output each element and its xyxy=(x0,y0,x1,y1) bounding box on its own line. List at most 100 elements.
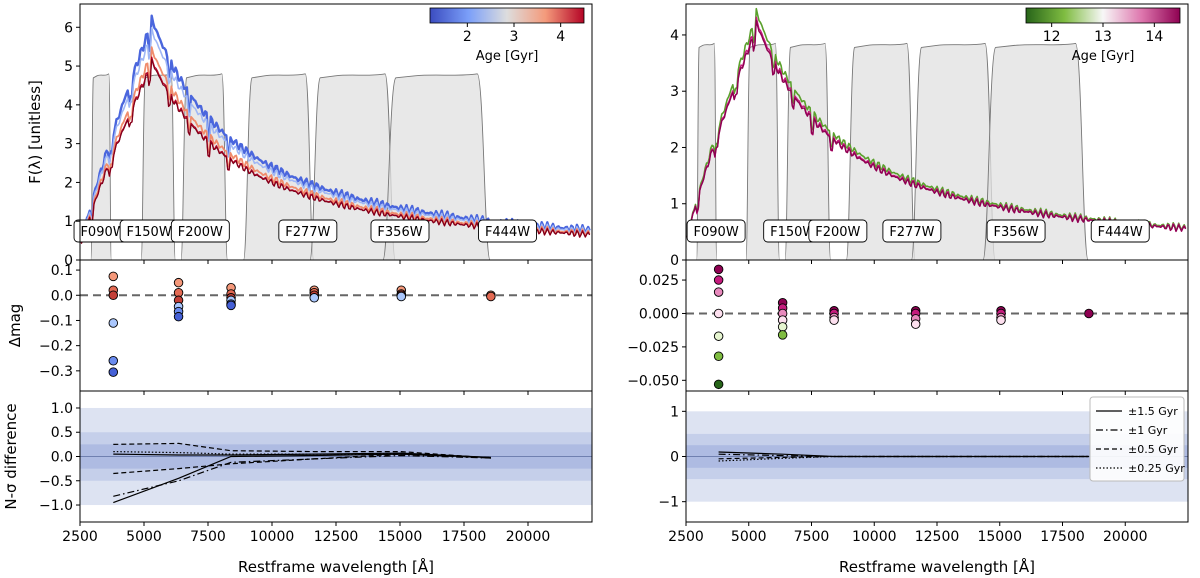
filter-curve-f444w xyxy=(982,42,1089,261)
nsigma-line-solid xyxy=(113,453,491,504)
left-mid-ytick-label: 0.0 xyxy=(51,288,73,304)
left-bot-ytick-label: 1.0 xyxy=(51,401,73,417)
filter-label-box xyxy=(1090,219,1150,243)
colorbar-tick-label: 12 xyxy=(1043,29,1061,45)
delta-mag-point xyxy=(309,293,319,303)
legend-label: ±1.5 Gyr xyxy=(1128,405,1178,418)
nsigma-line-dotted xyxy=(718,455,1089,462)
right-bot-ytick-label: −1 xyxy=(658,495,679,511)
delta-mag-point xyxy=(108,318,119,328)
filter-label: F277W xyxy=(889,225,934,240)
right-mid-ytick-label: 0.000 xyxy=(639,306,679,322)
filter-label-box xyxy=(808,219,868,243)
filter-label-box xyxy=(686,219,746,243)
left-top-ytick-label: 4 xyxy=(64,98,73,114)
bot-ylabel: N-σ difference xyxy=(2,403,20,509)
delta-mag-point xyxy=(713,351,724,361)
left-top-ytick-label: 3 xyxy=(64,137,73,153)
colorbar-tick-label: 14 xyxy=(1145,29,1163,45)
left-column: F090W F150W F200W F277W F356W F444W 0 1 2 3 4 5 6 F(λ… xyxy=(2,3,593,576)
filter-curve-f090w xyxy=(90,73,112,261)
filter-curve-f277w xyxy=(845,42,916,261)
filter-label-box xyxy=(478,219,537,243)
top-ylabel: F(λ) [unitless] xyxy=(26,80,44,184)
delta-mag-point xyxy=(996,315,1006,325)
right-mid-ytick-label: −0.025 xyxy=(627,340,679,356)
delta-mag-point xyxy=(226,300,236,311)
filter-label: F356W xyxy=(377,225,422,240)
colorbar-label: Age [Gyr] xyxy=(476,49,539,64)
left-bot-ytick-label: −1.0 xyxy=(39,498,73,514)
delta-mag-point xyxy=(1084,308,1094,319)
colorbar-tick-label: 13 xyxy=(1094,29,1112,45)
right-mid-ytick-label: 0.025 xyxy=(639,273,679,289)
right-top-ytick-label: 2 xyxy=(670,140,679,156)
right-top-ytick-label: 1 xyxy=(670,197,679,213)
left-top-ytick-label: 0 xyxy=(64,253,73,269)
filter-label: F200W xyxy=(815,225,860,240)
filter-label-box xyxy=(370,219,430,243)
nsigma-line-dashdot xyxy=(113,454,491,497)
delta-mag-point xyxy=(108,290,119,301)
left-bot-xtick-label: 7500 xyxy=(190,529,226,545)
left-bot-xtick-label: 15000 xyxy=(378,529,423,545)
right-bot-xtick-label: 7500 xyxy=(794,529,830,545)
delta-mag-point xyxy=(108,367,119,377)
left-mid-ytick-label: −0.3 xyxy=(39,364,73,380)
right-top-ytick-label: 4 xyxy=(670,28,679,44)
delta-mag-point xyxy=(713,275,724,285)
filter-label: F090W xyxy=(80,225,125,240)
colorbar-tick-label: 3 xyxy=(510,29,519,45)
delta-mag-point xyxy=(108,356,119,366)
right-bot-xtick-label: 2500 xyxy=(668,529,704,545)
filter-label-box xyxy=(278,219,338,243)
delta-mag-point xyxy=(777,322,788,332)
right-top-ytick-label: 3 xyxy=(670,84,679,100)
left-mid-ytick-label: −0.1 xyxy=(39,313,73,329)
legend-box xyxy=(1089,396,1185,482)
delta-mag-point xyxy=(486,291,496,302)
filter-label-box xyxy=(170,219,230,243)
left-bot-ytick-label: 0.0 xyxy=(51,450,73,466)
colorbar-label: Age [Gyr] xyxy=(1072,49,1135,64)
delta-mag-point xyxy=(910,319,921,329)
left-top-ytick-label: 5 xyxy=(64,59,73,75)
filter-curve-f150w xyxy=(140,73,176,261)
delta-mag-point xyxy=(173,277,184,288)
filter-label-box xyxy=(986,219,1046,243)
delta-mag-point xyxy=(713,287,724,297)
right-mid-axes xyxy=(685,259,1189,392)
right-bot-xtick-label: 5000 xyxy=(731,529,767,545)
left-bot-xtick-label: 17500 xyxy=(442,529,487,545)
filter-curve-f277w xyxy=(243,73,315,261)
filter-label: F090W xyxy=(694,225,739,240)
filter-label: F150W xyxy=(127,225,172,240)
colorbar xyxy=(1025,7,1181,24)
delta-mag-point xyxy=(829,315,839,325)
mid-ylabel: Δmag xyxy=(6,304,24,348)
right-bot-xtick-label: 15000 xyxy=(977,529,1022,545)
right-bot-ytick-label: 0 xyxy=(670,450,679,466)
right-bot-xtick-label: 10000 xyxy=(852,529,897,545)
left-mid-axes xyxy=(79,259,593,392)
delta-mag-point xyxy=(713,331,724,341)
filter-label: F444W xyxy=(485,225,530,240)
filter-label: F277W xyxy=(285,225,330,240)
left-top-ytick-label: 1 xyxy=(64,214,73,230)
left-bot-xtick-label: 12500 xyxy=(314,529,359,545)
nsigma-line-dashed xyxy=(718,455,1089,460)
delta-mag-point xyxy=(396,291,407,302)
delta-mag-point xyxy=(108,271,119,282)
right-bot-xtick-label: 17500 xyxy=(1040,529,1085,545)
right-bot-xtick-label: 20000 xyxy=(1103,529,1148,545)
filter-curve-f090w xyxy=(696,42,718,261)
left-bot-xtick-label: 2500 xyxy=(62,529,98,545)
filter-label: F200W xyxy=(178,225,223,240)
legend-label: ±1 Gyr xyxy=(1128,424,1168,437)
right-bot-ytick-label: 1 xyxy=(670,404,679,420)
left-mid-ytick-label: 0.1 xyxy=(51,263,73,279)
xlabel: Restframe wavelength [Å] xyxy=(839,557,1035,576)
legend-label: ±0.5 Gyr xyxy=(1128,443,1178,456)
